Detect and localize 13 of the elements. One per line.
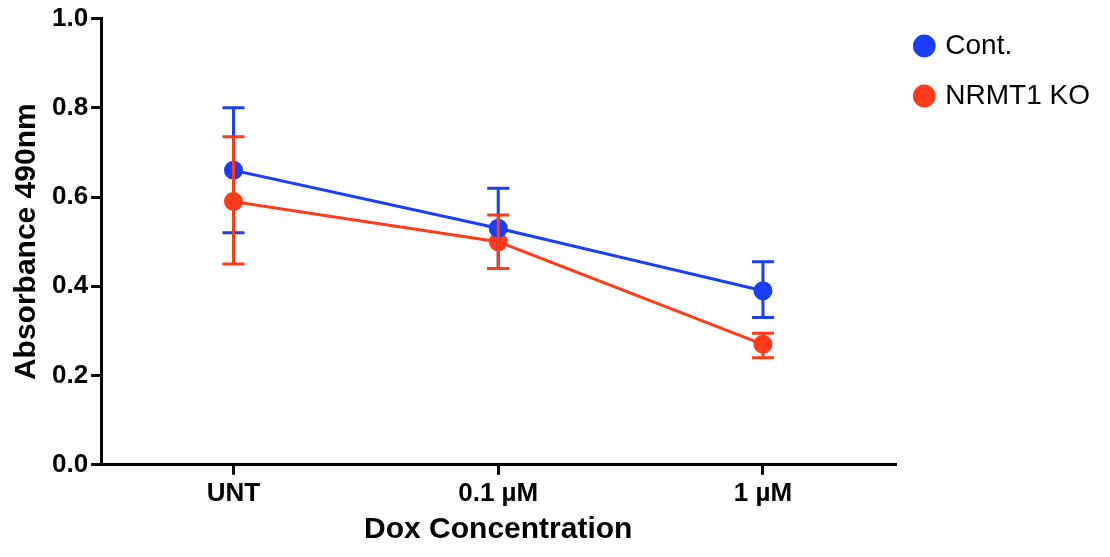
legend-label: NRMT1 KO: [945, 78, 1091, 110]
y-tick-label: 1.0: [51, 1, 89, 32]
x-axis-title: Dox Concentration: [364, 511, 633, 545]
y-axis-title: Absorbance 490nm: [8, 103, 42, 381]
y-tick-label: 0.4: [51, 269, 89, 300]
y-tick-label: 0.0: [51, 447, 89, 478]
y-tick-label: 0.2: [51, 358, 89, 389]
y-tick-label: 0.6: [51, 180, 89, 211]
x-tick-label: UNT: [206, 476, 261, 507]
legend-label: Cont.: [945, 28, 1013, 60]
x-tick-label: 0.1 µM: [458, 476, 539, 507]
y-tick-label: 0.8: [51, 91, 89, 122]
x-tick-label: 1 µM: [733, 476, 793, 507]
